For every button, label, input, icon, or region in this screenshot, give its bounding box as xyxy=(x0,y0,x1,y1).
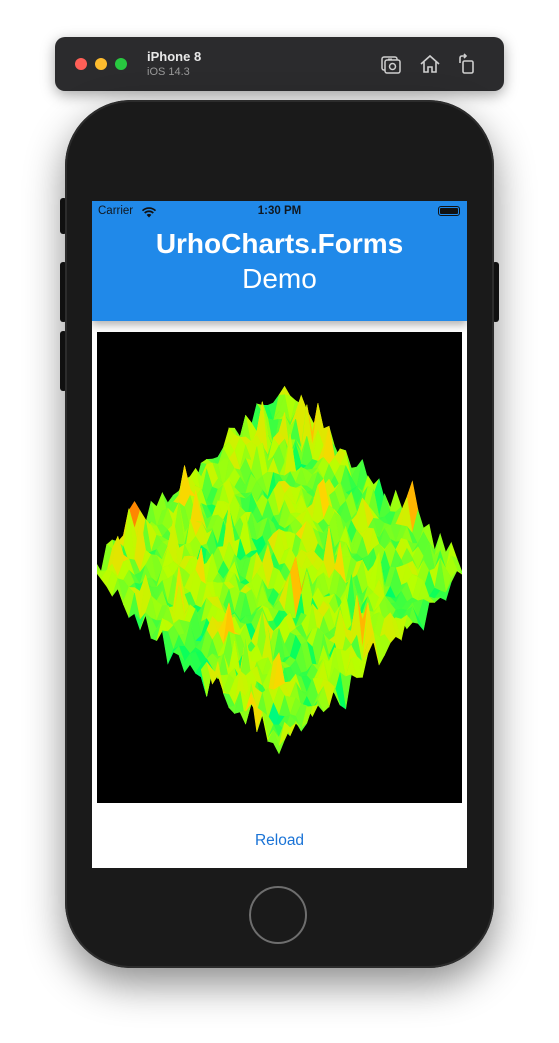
device-name: iPhone 8 xyxy=(147,49,202,64)
close-window-button[interactable] xyxy=(75,58,87,70)
page-title: UrhoCharts.Forms xyxy=(155,228,404,259)
volume-up-button xyxy=(60,262,67,322)
surface-cell xyxy=(97,564,102,572)
surface-plot xyxy=(97,385,462,755)
power-button xyxy=(492,262,499,322)
home-icon[interactable] xyxy=(418,52,442,76)
simulator-toolbar: iPhone 8 iOS 14.3 xyxy=(55,37,504,91)
carrier-label: Carrier xyxy=(98,205,134,217)
status-time: 1:30 PM xyxy=(257,205,302,217)
mute-switch xyxy=(60,198,67,234)
wifi-icon xyxy=(141,205,157,218)
hardware-home-button[interactable] xyxy=(249,886,307,944)
screenshot-icon[interactable] xyxy=(379,52,403,76)
zoom-window-button[interactable] xyxy=(115,58,127,70)
surface-mesh xyxy=(97,385,462,755)
volume-down-button xyxy=(60,331,67,391)
surface-cell xyxy=(272,739,285,755)
surface-chart-view[interactable] xyxy=(97,332,462,803)
page-subtitle: Demo xyxy=(242,263,317,294)
os-version: iOS 14.3 xyxy=(147,66,190,78)
minimize-window-button[interactable] xyxy=(95,58,107,70)
rotate-icon[interactable] xyxy=(455,52,479,76)
reload-button[interactable]: Reload xyxy=(92,827,467,855)
app-screen: Carrier 1:30 PM UrhoCharts.Forms Demo Re… xyxy=(92,201,467,868)
battery-icon xyxy=(438,206,460,216)
navigation-bar: Carrier 1:30 PM UrhoCharts.Forms Demo xyxy=(92,201,467,321)
